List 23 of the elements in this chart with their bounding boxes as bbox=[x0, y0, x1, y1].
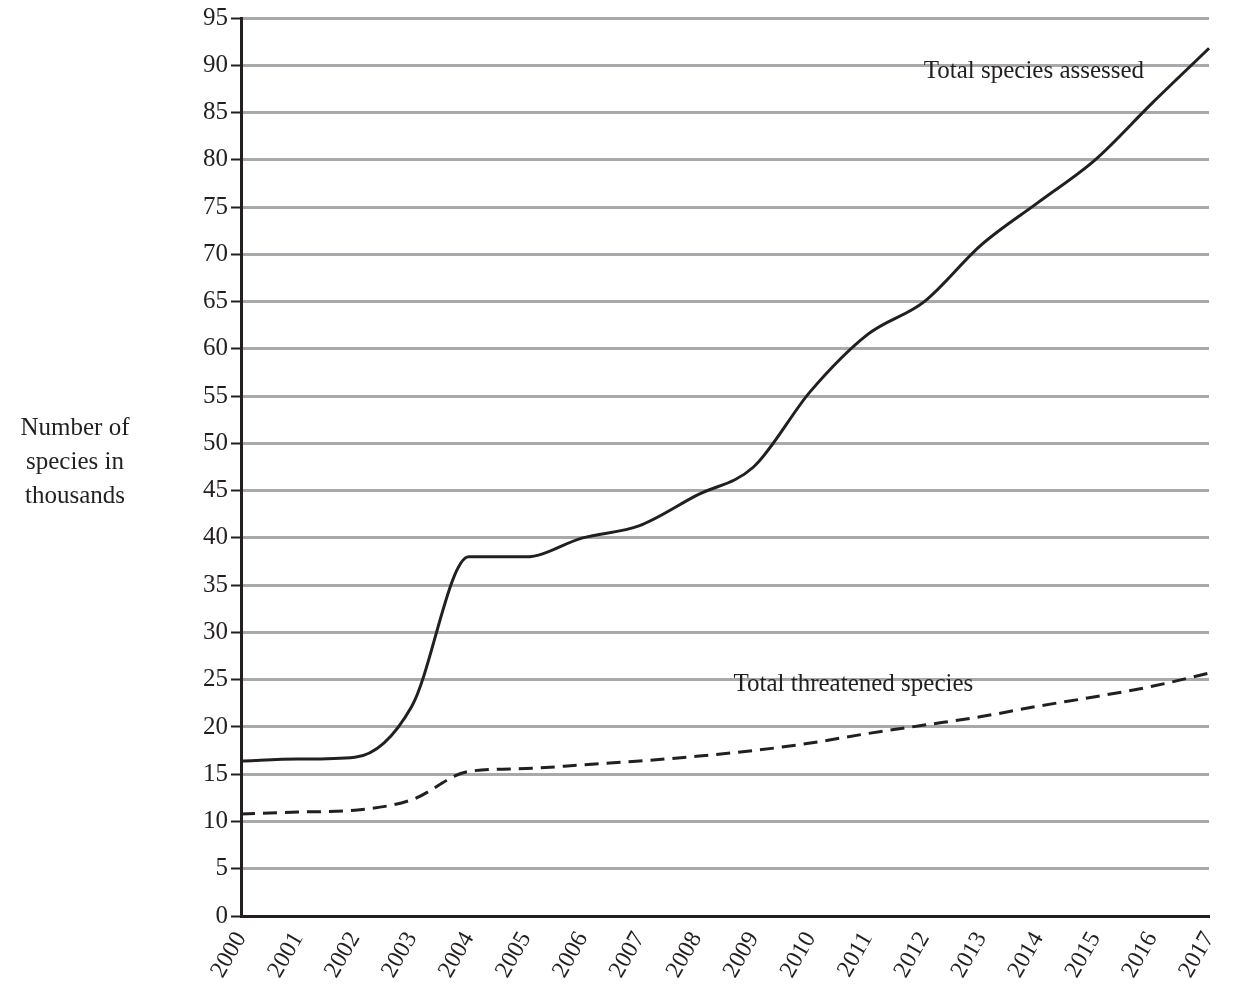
y-tick-label: 80 bbox=[203, 144, 228, 172]
y-tick-label: 70 bbox=[203, 238, 228, 266]
y-tick-label: 65 bbox=[203, 286, 228, 314]
y-tick-label: 95 bbox=[203, 2, 228, 30]
y-tick-label: 55 bbox=[203, 380, 228, 408]
y-tick-label: 90 bbox=[203, 49, 228, 77]
y-tick-label: 45 bbox=[203, 475, 228, 503]
y-tick-label: 85 bbox=[203, 97, 228, 125]
y-tick-label: 15 bbox=[203, 758, 228, 786]
y-tick-label: 20 bbox=[203, 711, 228, 739]
y-axis-title: Number of species in thousands bbox=[19, 412, 131, 510]
series-label: Total threatened species bbox=[733, 669, 974, 697]
y-tick-label: 25 bbox=[203, 664, 228, 692]
y-tick-label: 35 bbox=[203, 569, 228, 597]
y-tick-label: 5 bbox=[215, 853, 228, 881]
y-tick-label: 0 bbox=[215, 900, 228, 928]
y-tick-label: 50 bbox=[203, 427, 228, 455]
y-tick-label: 30 bbox=[203, 617, 228, 644]
y-tick-label: 75 bbox=[203, 191, 228, 219]
y-tick-label: 60 bbox=[203, 333, 228, 361]
series-label: Total species assessed bbox=[923, 55, 1145, 83]
y-tick-label: 40 bbox=[203, 522, 228, 550]
y-tick-label: 10 bbox=[203, 806, 228, 834]
